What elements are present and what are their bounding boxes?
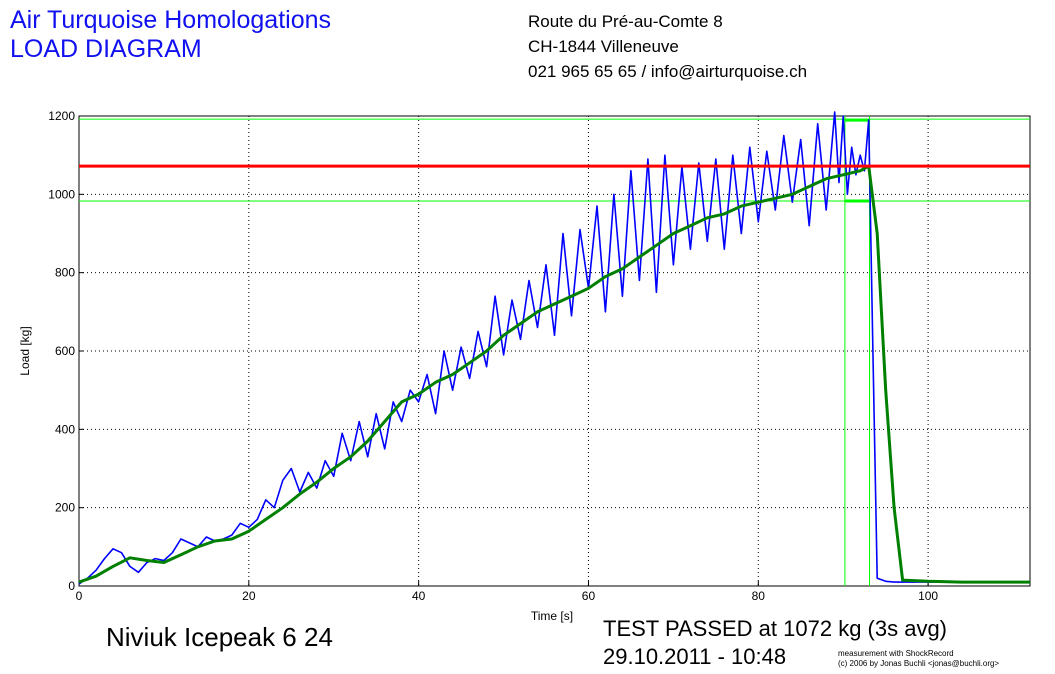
- x-tick-label: 100: [918, 589, 938, 603]
- y-tick-label: 1000: [48, 187, 75, 201]
- avg-series-line: [78, 164, 1030, 584]
- x-tick-label: 60: [582, 589, 596, 603]
- x-tick-label: 40: [412, 589, 426, 603]
- result-text: TEST PASSED at 1072 kg (3s avg): [603, 616, 948, 641]
- company-title: Air Turquoise Homologations LOAD DIAGRAM: [10, 6, 331, 64]
- y-tick-label: 1200: [48, 109, 75, 123]
- x-tick-label: 0: [76, 589, 83, 603]
- test-result: TEST PASSED at 1072 kg (3s avg) 29.10.20…: [603, 615, 947, 671]
- y-tick-label: 800: [55, 266, 75, 280]
- x-axis-label: Time [s]: [531, 609, 573, 623]
- address-contact: 021 965 65 65 / info@airturquoise.ch: [528, 62, 808, 81]
- credit-line-2: (c) 2006 by Jonas Buchli <jonas@buchli.o…: [838, 659, 1000, 668]
- credit: measurement with ShockRecord (c) 2006 by…: [838, 649, 999, 669]
- y-tick-label: 200: [55, 501, 75, 515]
- address-street: Route du Pré-au-Comte 8: [528, 12, 723, 31]
- y-axis-label: Load [kg]: [18, 326, 32, 375]
- product-name: Niviuk Icepeak 6 24: [106, 622, 333, 652]
- result-date: 29.10.2011 - 10:48: [603, 644, 787, 669]
- y-tick-label: 0: [68, 579, 75, 593]
- x-tick-label: 20: [242, 589, 256, 603]
- series: [78, 111, 1030, 585]
- company-name: Air Turquoise Homologations: [10, 6, 331, 34]
- address-city: CH-1844 Villeneuve: [528, 37, 679, 56]
- credit-line-1: measurement with ShockRecord: [838, 649, 954, 658]
- diagram-title: LOAD DIAGRAM: [10, 35, 202, 63]
- x-tick-label: 80: [752, 589, 766, 603]
- company-address: Route du Pré-au-Comte 8 CH-1844 Villeneu…: [528, 9, 807, 84]
- y-tick-label: 400: [55, 422, 75, 436]
- y-tick-label: 600: [55, 344, 75, 358]
